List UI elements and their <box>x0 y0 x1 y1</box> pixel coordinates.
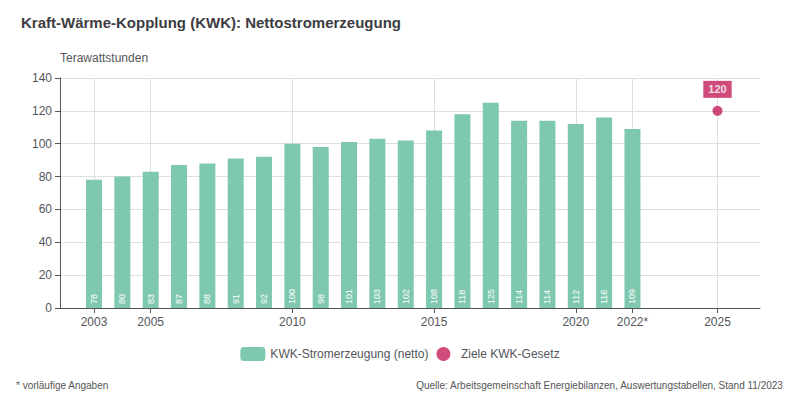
svg-text:114: 114 <box>542 290 552 304</box>
svg-text:88: 88 <box>202 294 212 304</box>
svg-text:2025: 2025 <box>704 315 731 329</box>
svg-text:2005: 2005 <box>137 315 164 329</box>
svg-text:100: 100 <box>32 137 52 151</box>
svg-text:0: 0 <box>45 301 52 315</box>
svg-text:Ziele KWK-Gesetz: Ziele KWK-Gesetz <box>461 347 560 361</box>
svg-text:2003: 2003 <box>81 315 108 329</box>
svg-text:140: 140 <box>32 71 52 85</box>
svg-text:101: 101 <box>344 289 354 304</box>
svg-text:Terawattstunden: Terawattstunden <box>60 51 148 65</box>
svg-text:2015: 2015 <box>421 315 448 329</box>
svg-text:91: 91 <box>231 294 241 304</box>
svg-text:60: 60 <box>39 202 53 216</box>
svg-text:116: 116 <box>599 290 609 304</box>
svg-text:102: 102 <box>401 289 411 304</box>
svg-text:120: 120 <box>708 83 726 95</box>
svg-text:2022*: 2022* <box>617 315 649 329</box>
svg-text:* vorläufige Angaben: * vorläufige Angaben <box>16 380 108 391</box>
svg-text:80: 80 <box>39 170 53 184</box>
svg-text:2010: 2010 <box>279 315 306 329</box>
svg-text:120: 120 <box>32 104 52 118</box>
svg-text:118: 118 <box>457 290 467 304</box>
svg-text:KWK-Stromerzeugung (netto): KWK-Stromerzeugung (netto) <box>270 347 428 361</box>
svg-text:108: 108 <box>429 289 439 304</box>
svg-text:Kraft-Wärme-Kopplung (KWK): Ne: Kraft-Wärme-Kopplung (KWK): Nettostromer… <box>21 14 401 31</box>
svg-text:112: 112 <box>571 290 581 304</box>
svg-text:98: 98 <box>316 294 326 304</box>
svg-text:109: 109 <box>627 289 637 304</box>
svg-text:87: 87 <box>174 294 184 304</box>
svg-text:20: 20 <box>39 268 53 282</box>
svg-text:2020: 2020 <box>562 315 589 329</box>
svg-text:125: 125 <box>486 289 496 304</box>
svg-text:100: 100 <box>287 289 297 304</box>
svg-text:40: 40 <box>39 235 53 249</box>
svg-text:Quelle: Arbeitsgemeinschaft En: Quelle: Arbeitsgemeinschaft Energiebilan… <box>416 380 783 391</box>
svg-text:80: 80 <box>117 294 127 304</box>
svg-text:83: 83 <box>146 294 156 304</box>
svg-text:78: 78 <box>89 294 99 304</box>
svg-text:114: 114 <box>514 290 524 304</box>
svg-text:103: 103 <box>372 289 382 304</box>
svg-text:92: 92 <box>259 294 269 304</box>
